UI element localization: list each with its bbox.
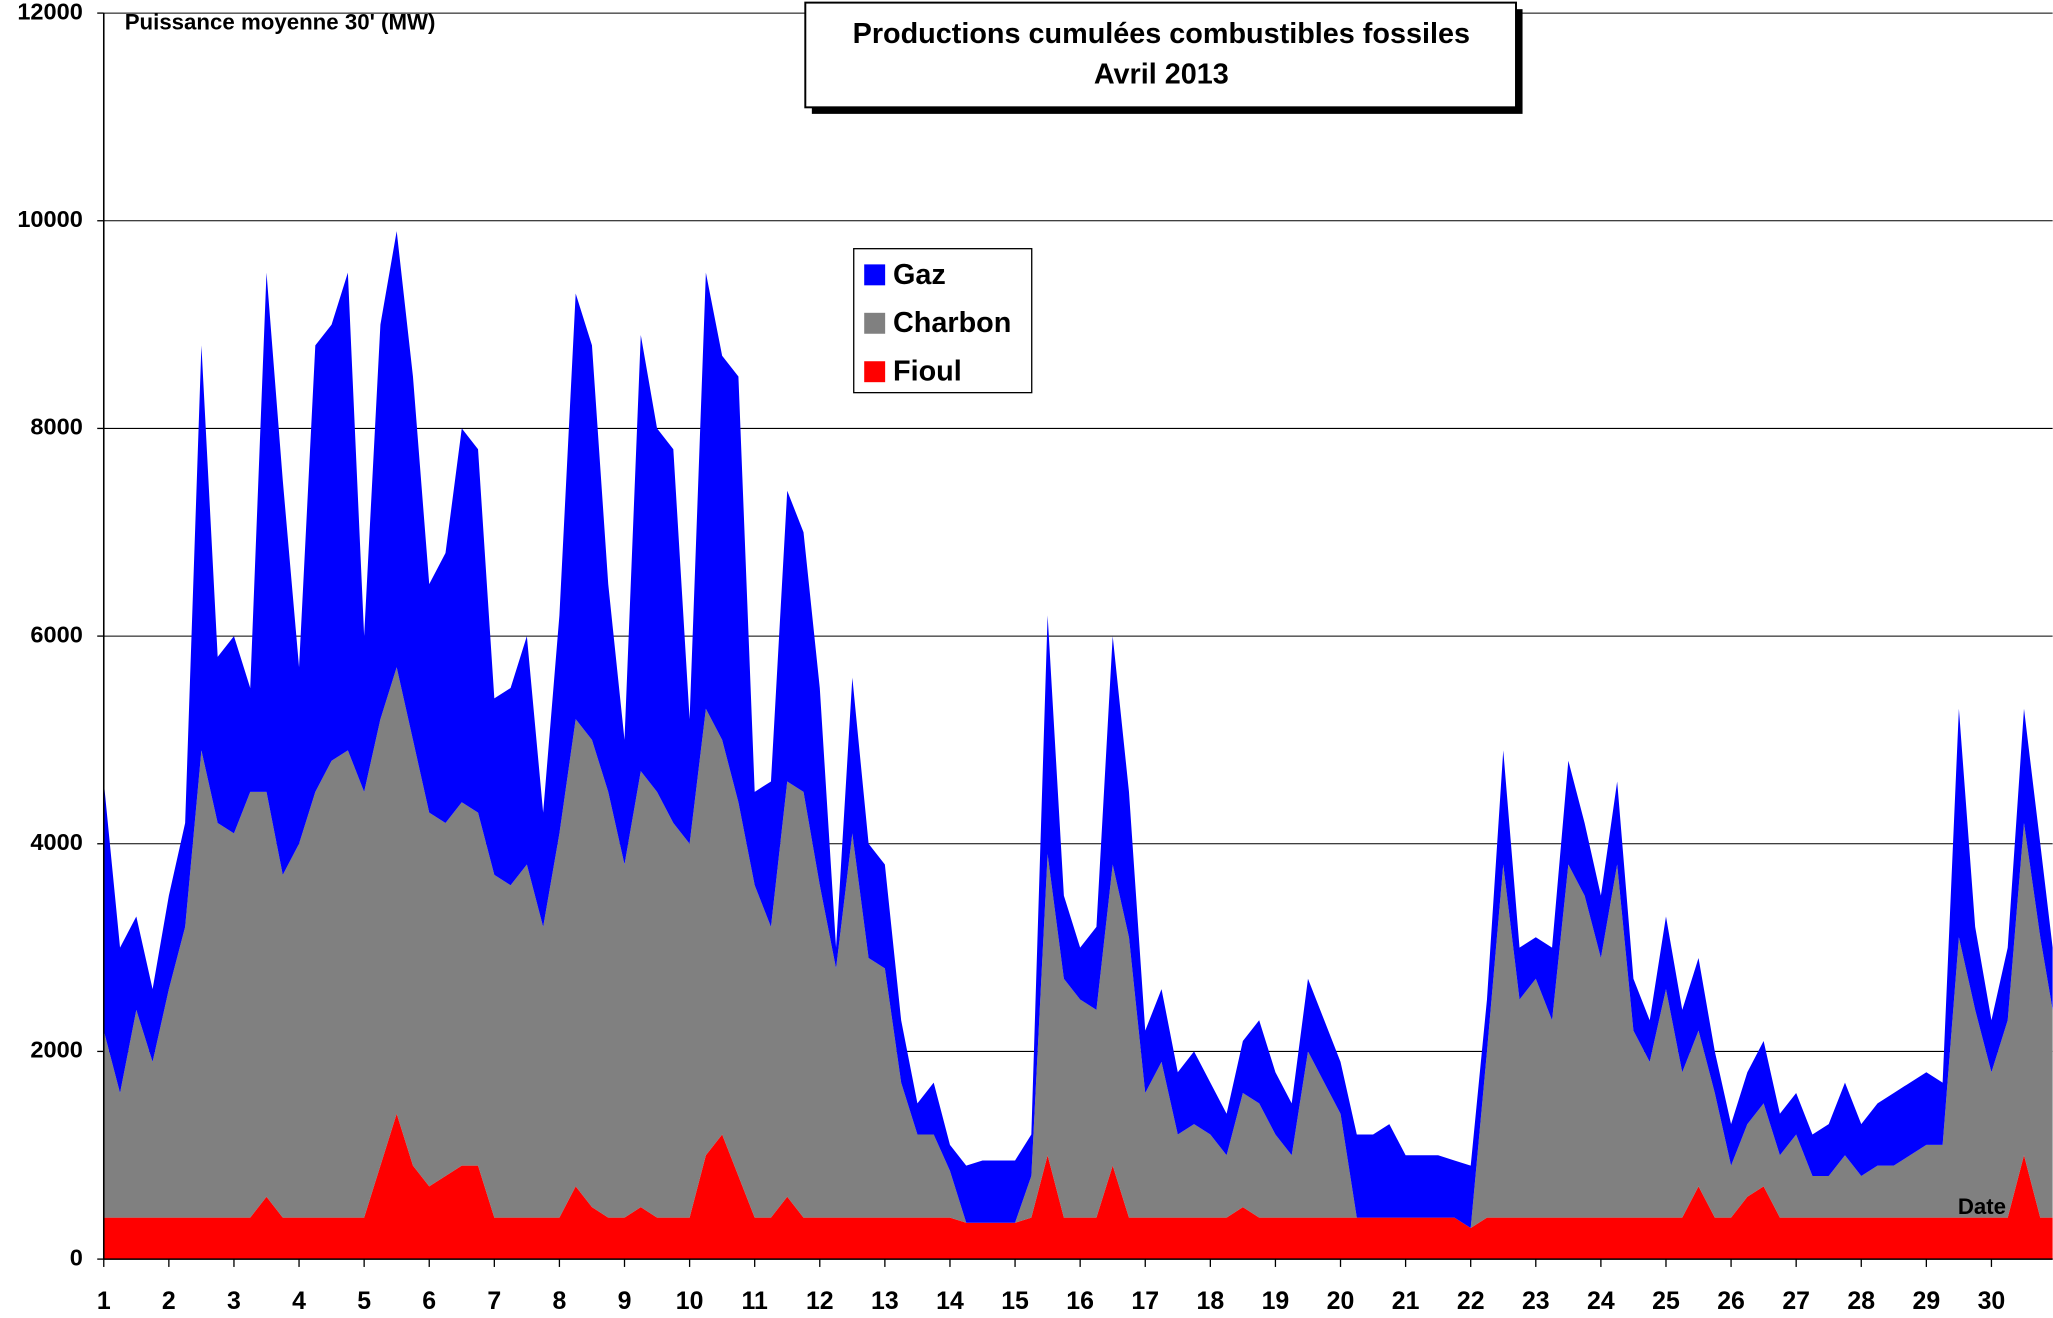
legend-swatch <box>864 361 886 383</box>
x-tick-label: 3 <box>227 1287 241 1315</box>
chart-title: Productions cumulées combustibles fossil… <box>853 18 1470 50</box>
x-tick-label: 13 <box>871 1287 899 1315</box>
y-tick-label: 10000 <box>17 206 82 232</box>
title-frame <box>804 1 1517 109</box>
y-tick-label: 12000 <box>17 0 82 24</box>
x-tick-label: 15 <box>1001 1287 1029 1315</box>
x-tick-label: 4 <box>292 1287 306 1315</box>
x-tick-label: 2 <box>162 1287 176 1315</box>
x-tick-label: 20 <box>1327 1287 1355 1315</box>
x-tick-label: 9 <box>618 1287 632 1315</box>
x-tick-label: 18 <box>1197 1287 1225 1315</box>
x-tick-label: 8 <box>553 1287 567 1315</box>
legend-label: Gaz <box>893 259 946 291</box>
x-tick-label: 25 <box>1652 1287 1680 1315</box>
x-tick-label: 30 <box>1978 1287 2006 1315</box>
x-tick-label: 27 <box>1782 1287 1810 1315</box>
area-1 <box>103 667 2053 1228</box>
legend-swatch <box>864 264 886 286</box>
x-tick-label: 11 <box>742 1287 768 1315</box>
x-tick-label: 6 <box>422 1287 436 1315</box>
chart-subtitle: Avril 2013 <box>1094 59 1229 91</box>
x-tick-label: 28 <box>1847 1287 1875 1315</box>
area-0 <box>103 231 2053 1228</box>
area-2 <box>103 1113 2053 1260</box>
x-tick-label: 26 <box>1717 1287 1745 1315</box>
x-tick-label: 23 <box>1522 1287 1550 1315</box>
x-tick-label: 24 <box>1587 1287 1615 1315</box>
x-tick-label: 10 <box>676 1287 704 1315</box>
y-tick-label: 0 <box>70 1244 83 1270</box>
x-tick-label: 14 <box>936 1287 964 1315</box>
y-tick-label: 8000 <box>30 414 82 440</box>
x-tick-label: 29 <box>1913 1287 1941 1315</box>
y-tick-label: 2000 <box>30 1037 82 1063</box>
x-axis-label: Date <box>1958 1194 2006 1219</box>
x-tick-label: 21 <box>1392 1287 1420 1315</box>
x-tick-label: 7 <box>487 1287 501 1315</box>
legend-label: Charbon <box>893 307 1011 339</box>
legend-swatch <box>864 312 886 334</box>
legend-label: Fioul <box>893 356 962 388</box>
y-axis-label: Puissance moyenne 30' (MW) <box>125 9 436 34</box>
x-tick-label: 17 <box>1131 1287 1159 1315</box>
legend: Gaz Charbon Fioul <box>853 248 1033 394</box>
x-tick-label: 1 <box>97 1287 111 1315</box>
x-tick-label: 12 <box>806 1287 834 1315</box>
x-tick-label: 19 <box>1262 1287 1290 1315</box>
x-tick-label: 5 <box>357 1287 371 1315</box>
y-tick-label: 4000 <box>30 829 82 855</box>
x-tick-label: 22 <box>1457 1287 1485 1315</box>
title-box: Productions cumulées combustibles fossil… <box>804 1 1523 114</box>
x-tick-label: 16 <box>1066 1287 1094 1315</box>
y-tick-label: 6000 <box>30 621 82 647</box>
